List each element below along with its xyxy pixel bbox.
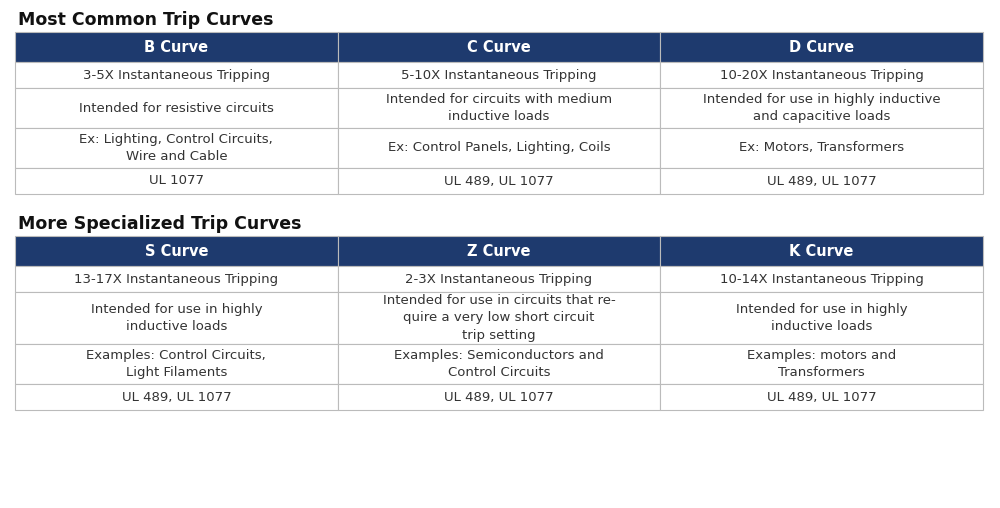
Bar (660, 292, 983, 344)
Bar (660, 236, 983, 266)
Bar (660, 344, 983, 384)
Bar (338, 266, 660, 292)
Bar (15, 62, 338, 88)
Text: Intended for use in highly inductive
and capacitive loads: Intended for use in highly inductive and… (703, 93, 940, 123)
Text: Intended for use in circuits that re-
quire a very low short circuit
trip settin: Intended for use in circuits that re- qu… (383, 295, 615, 341)
Text: UL 489, UL 1077: UL 489, UL 1077 (122, 391, 231, 403)
Text: 13-17X Instantaneous Tripping: 13-17X Instantaneous Tripping (74, 272, 278, 285)
Text: Most Common Trip Curves: Most Common Trip Curves (18, 11, 274, 29)
Text: Intended for use in highly
inductive loads: Intended for use in highly inductive loa… (736, 303, 907, 333)
Text: UL 1077: UL 1077 (149, 175, 204, 187)
Text: More Specialized Trip Curves: More Specialized Trip Curves (18, 215, 302, 233)
Text: 10-14X Instantaneous Tripping: 10-14X Instantaneous Tripping (720, 272, 924, 285)
Bar (15, 292, 338, 344)
Bar (338, 62, 660, 88)
Text: UL 489, UL 1077: UL 489, UL 1077 (767, 391, 876, 403)
Bar (660, 32, 983, 62)
Bar (338, 236, 660, 266)
Text: Ex: Motors, Transformers: Ex: Motors, Transformers (739, 142, 904, 154)
Bar (15, 384, 338, 410)
Bar (15, 168, 338, 194)
Bar (660, 88, 983, 128)
Text: 10-20X Instantaneous Tripping: 10-20X Instantaneous Tripping (720, 69, 924, 81)
Text: Ex: Control Panels, Lighting, Coils: Ex: Control Panels, Lighting, Coils (388, 142, 610, 154)
Text: C Curve: C Curve (467, 40, 531, 54)
Text: Z Curve: Z Curve (467, 243, 531, 259)
Text: B Curve: B Curve (144, 40, 208, 54)
Bar (15, 266, 338, 292)
Bar (660, 62, 983, 88)
Text: 3-5X Instantaneous Tripping: 3-5X Instantaneous Tripping (83, 69, 270, 81)
Text: Examples: Semiconductors and
Control Circuits: Examples: Semiconductors and Control Cir… (394, 349, 604, 379)
Text: Intended for use in highly
inductive loads: Intended for use in highly inductive loa… (91, 303, 262, 333)
Bar (338, 88, 660, 128)
Text: D Curve: D Curve (789, 40, 854, 54)
Bar (338, 384, 660, 410)
Text: 5-10X Instantaneous Tripping: 5-10X Instantaneous Tripping (401, 69, 597, 81)
Bar (15, 344, 338, 384)
Bar (338, 292, 660, 344)
Text: Examples: motors and
Transformers: Examples: motors and Transformers (747, 349, 896, 379)
Text: Examples: Control Circuits,
Light Filaments: Examples: Control Circuits, Light Filame… (86, 349, 266, 379)
Bar (660, 168, 983, 194)
Text: 2-3X Instantaneous Tripping: 2-3X Instantaneous Tripping (405, 272, 593, 285)
Text: UL 489, UL 1077: UL 489, UL 1077 (444, 175, 554, 187)
Bar (15, 32, 338, 62)
Text: Intended for resistive circuits: Intended for resistive circuits (79, 102, 274, 114)
Bar (338, 128, 660, 168)
Text: Intended for circuits with medium
inductive loads: Intended for circuits with medium induct… (386, 93, 612, 123)
Bar (338, 344, 660, 384)
Text: Ex: Lighting, Control Circuits,
Wire and Cable: Ex: Lighting, Control Circuits, Wire and… (79, 133, 273, 163)
Text: S Curve: S Curve (145, 243, 208, 259)
Bar (338, 168, 660, 194)
Text: K Curve: K Curve (789, 243, 854, 259)
Bar (660, 384, 983, 410)
Bar (15, 236, 338, 266)
Bar (15, 128, 338, 168)
Bar (660, 128, 983, 168)
Bar (338, 32, 660, 62)
Text: UL 489, UL 1077: UL 489, UL 1077 (767, 175, 876, 187)
Bar (15, 88, 338, 128)
Text: UL 489, UL 1077: UL 489, UL 1077 (444, 391, 554, 403)
Bar (660, 266, 983, 292)
